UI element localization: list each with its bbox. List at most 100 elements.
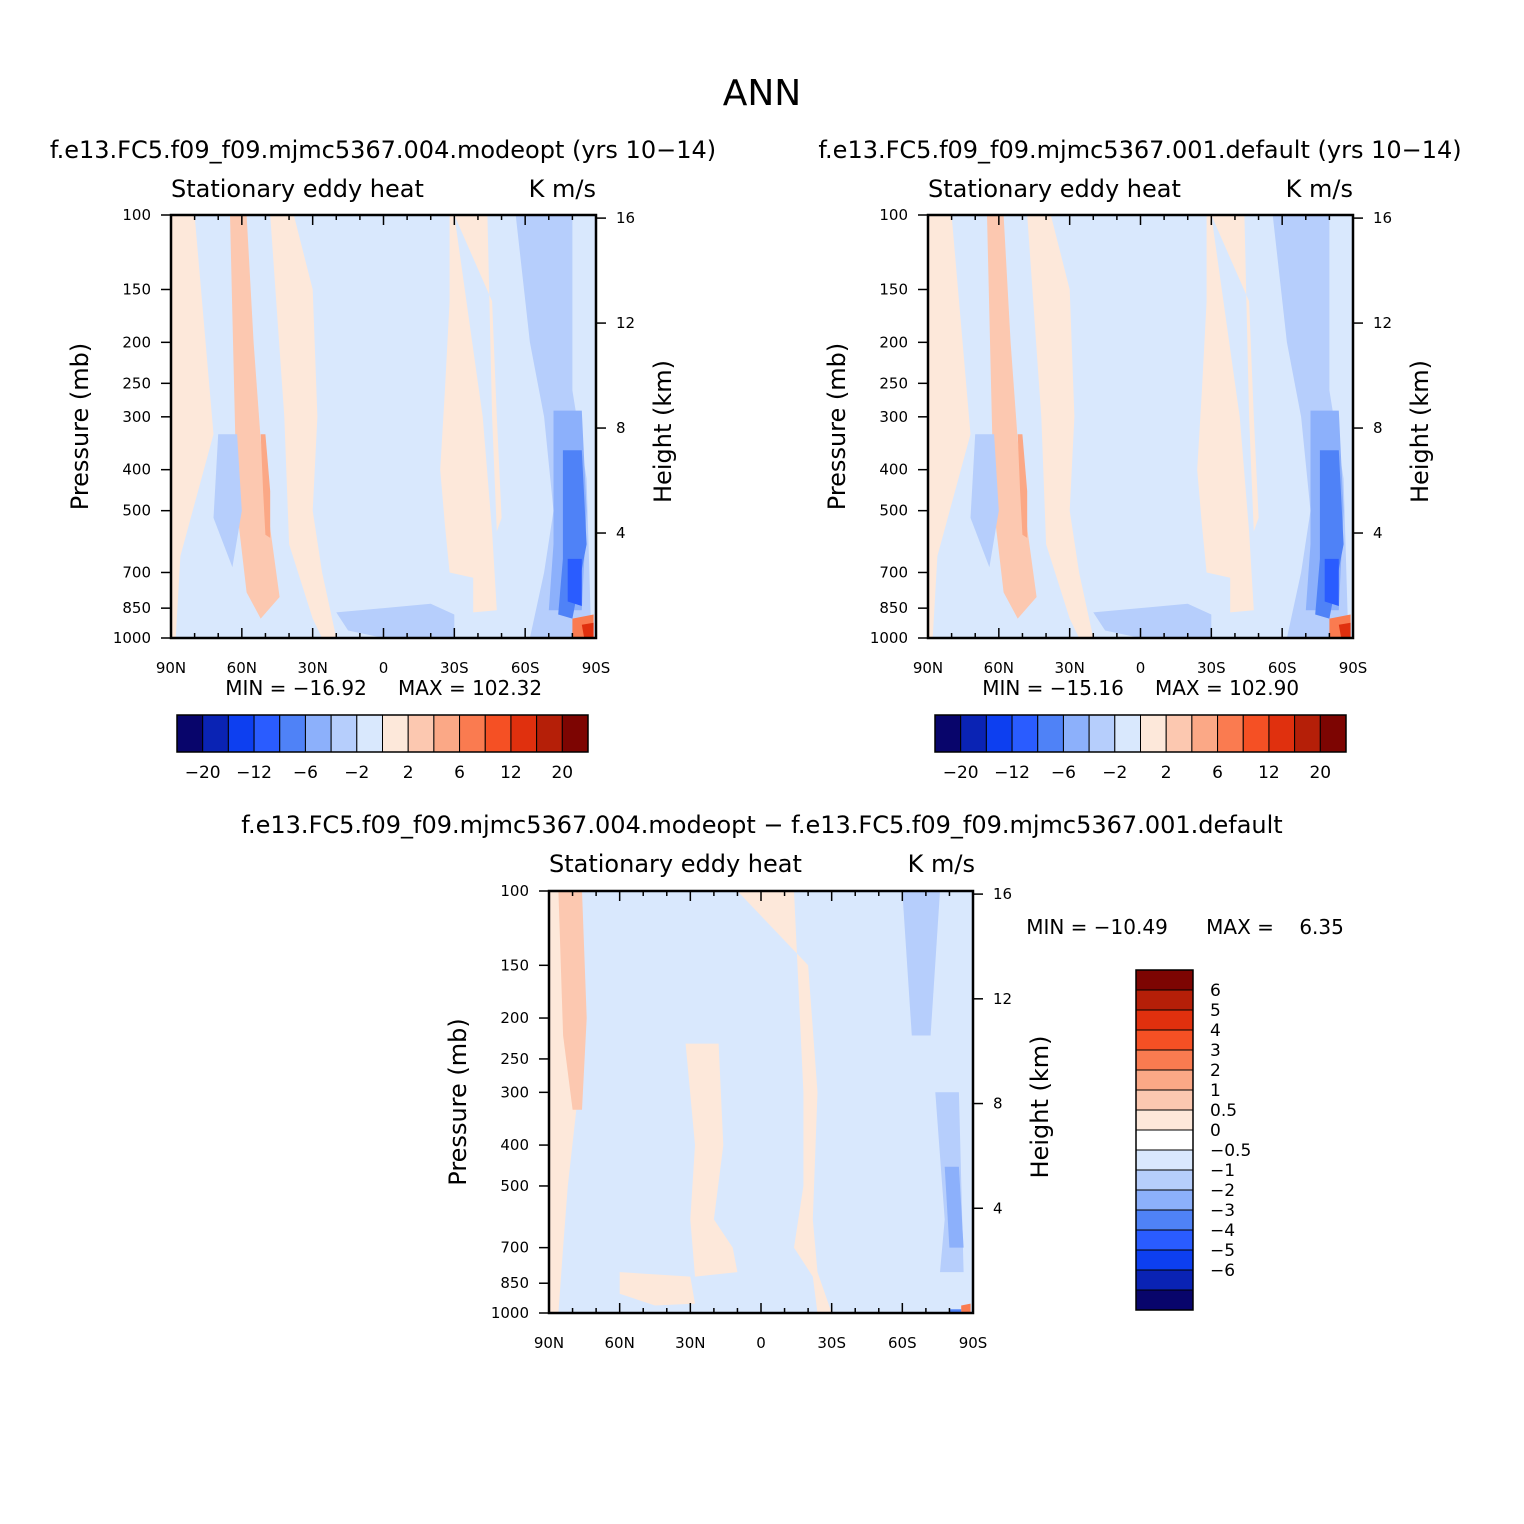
contour-field	[549, 891, 971, 1313]
y-tick-label: 200	[122, 333, 151, 351]
colorbar-box	[1011, 714, 1039, 753]
panel-3-subtitle-right: K m/s	[908, 850, 975, 878]
y-right-tick-label: 12	[1373, 314, 1392, 332]
contour-fill	[260, 434, 271, 538]
colorbar-box	[1135, 1209, 1194, 1231]
y-tick-label: 150	[500, 956, 529, 974]
x-tick-label: 30S	[1197, 659, 1226, 677]
y-tick-label: 850	[500, 1274, 529, 1292]
x-tick-label: 30N	[298, 659, 328, 677]
contour-fill	[336, 603, 455, 638]
colorbar-label: 20	[551, 763, 573, 783]
colorbar-box	[1135, 1149, 1194, 1171]
x-tick-label: 90S	[959, 1334, 988, 1352]
y-right-tick-label: 8	[993, 1095, 1003, 1113]
y-right-tick-label: 16	[1373, 209, 1392, 227]
colorbar-box	[1062, 714, 1090, 753]
y-tick-label: 150	[879, 280, 908, 298]
colorbar-box	[1135, 1269, 1194, 1291]
colorbar-box	[1319, 714, 1347, 753]
colorbar-label: −20	[185, 763, 221, 783]
y-tick-label: 250	[122, 374, 151, 392]
colorbar-label: −2	[1210, 1181, 1235, 1201]
colorbar-box	[1135, 1129, 1194, 1151]
x-tick-label: 60S	[511, 659, 540, 677]
colorbar-label: 0.5	[1210, 1101, 1237, 1121]
panel-3-max-label: MAX = 6.35	[1206, 915, 1344, 939]
panel-2-colorbar: −20 −12 −6 −2 2 6 12 20	[934, 714, 1347, 783]
colorbar-box	[1135, 1109, 1194, 1131]
y-right-tick-label: 8	[1373, 419, 1383, 437]
colorbar-label: 3	[1210, 1041, 1221, 1061]
colorbar-label: −2	[344, 763, 369, 783]
x-tick-label: 90S	[1339, 659, 1368, 677]
panel-2-min-label: MIN = −15.16	[982, 676, 1124, 700]
y-tick-label: 150	[122, 280, 151, 298]
colorbar-box	[1294, 714, 1321, 753]
contour-fill	[928, 215, 971, 638]
contour-fill	[1017, 434, 1028, 538]
x-tick-label: 0	[756, 1334, 766, 1352]
panel-3: f.e13.FC5.f09_f09.mjmc5367.004.modeopt −…	[241, 811, 1344, 1352]
colorbar-box	[1242, 714, 1270, 753]
panel-1: f.e13.FC5.f09_f09.mjmc5367.004.modeopt (…	[50, 136, 716, 783]
y-tick-label: 300	[879, 408, 908, 426]
x-tick-label: 30N	[1055, 659, 1085, 677]
y-right-tick-label: 4	[1373, 524, 1383, 542]
y-right-tick-label: 4	[616, 524, 626, 542]
contour-fill	[383, 215, 497, 613]
y-tick-label: 1000	[870, 629, 908, 647]
contour-fill	[558, 891, 587, 1110]
colorbar-label: 5	[1210, 1001, 1221, 1021]
colorbar-label: 6	[1210, 981, 1221, 1001]
contour-fill	[194, 215, 337, 638]
y-tick-label: 500	[500, 1177, 529, 1195]
colorbar-label: 6	[1212, 763, 1223, 783]
colorbar-box	[1135, 1069, 1194, 1091]
colorbar-box	[1135, 1289, 1194, 1311]
colorbar-box	[484, 714, 512, 753]
y-tick-label: 400	[879, 461, 908, 479]
x-tick-label: 60S	[1268, 659, 1297, 677]
colorbar-box	[356, 714, 383, 753]
contour-fill	[1338, 622, 1351, 638]
colorbar-box	[536, 714, 563, 753]
y-tick-label: 200	[500, 1009, 529, 1027]
colorbar-box	[1165, 714, 1193, 753]
colorbar-label: 6	[454, 763, 465, 783]
panel-3-min-label: MIN = −10.49	[1026, 915, 1168, 939]
colorbar-box	[304, 714, 332, 753]
y-tick-label: 300	[500, 1083, 529, 1101]
contour-fill	[1211, 215, 1259, 532]
colorbar-box	[279, 714, 306, 753]
y-axis-label: Pressure (mb)	[66, 343, 94, 510]
x-tick-label: 60N	[984, 659, 1014, 677]
y-tick-label: 250	[500, 1050, 529, 1068]
colorbar-label: 20	[1309, 763, 1331, 783]
colorbar-box	[1088, 714, 1116, 753]
x-tick-label: 60N	[227, 659, 257, 677]
y-tick-label: 300	[122, 408, 151, 426]
contour-fill	[737, 891, 832, 1313]
contour-fill	[961, 1303, 971, 1313]
colorbar-box	[459, 714, 486, 753]
y-tick-label: 1000	[113, 629, 151, 647]
panel-1-title: f.e13.FC5.f09_f09.mjmc5367.004.modeopt (…	[50, 136, 716, 164]
y-right-tick-label: 4	[993, 1199, 1003, 1217]
colorbar-label: 2	[1161, 763, 1172, 783]
x-tick-label: 90N	[534, 1334, 564, 1352]
y-tick-label: 700	[879, 563, 908, 581]
y-right-tick-label: 12	[993, 990, 1012, 1008]
panel-1-plot-area: 90N 60N 30N 0 30S 60S 90S 100 150 200 250 300 400 500…	[66, 206, 677, 677]
colorbar-frame	[1135, 969, 1194, 1311]
panel-1-min-label: MIN = −16.92	[225, 676, 367, 700]
colorbar-box	[1135, 1169, 1194, 1191]
x-tick-label: 0	[1136, 659, 1146, 677]
colorbar-box	[1135, 989, 1194, 1011]
colorbar-label: −6	[293, 763, 318, 783]
y-right-tick-label: 8	[616, 419, 626, 437]
colorbar-box	[227, 714, 255, 753]
colorbar-box	[1135, 1249, 1194, 1271]
x-tick-label: 30N	[675, 1334, 705, 1352]
